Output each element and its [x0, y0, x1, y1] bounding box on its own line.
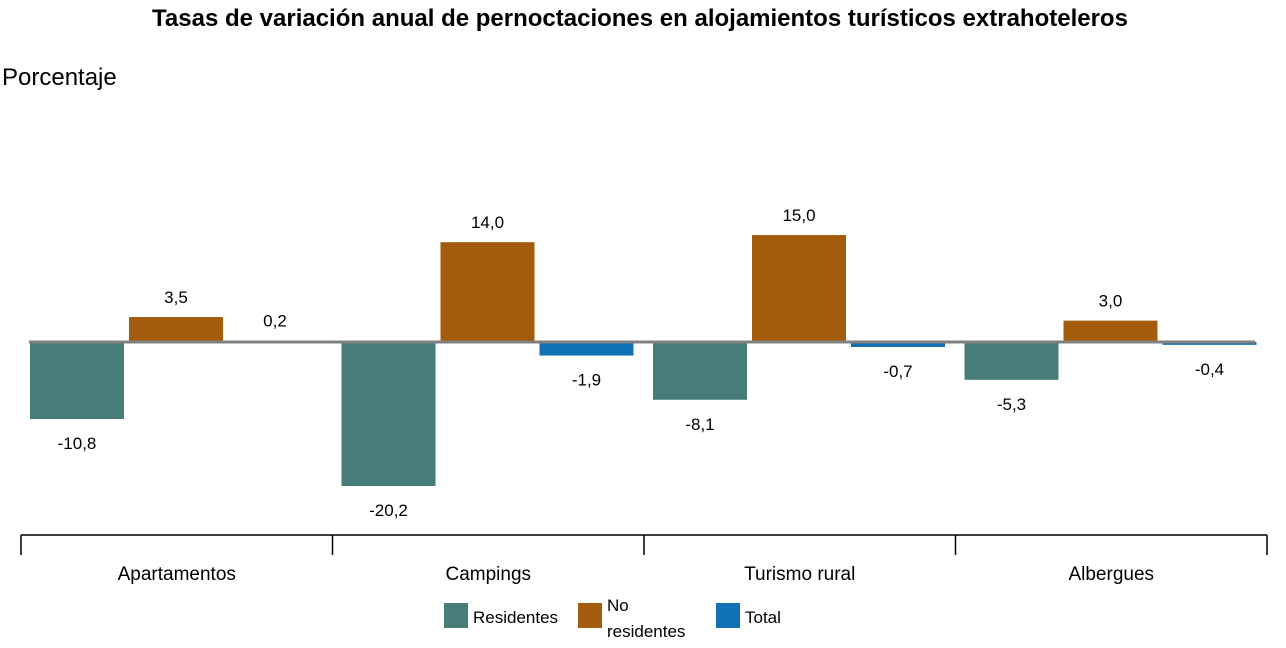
- bar-residentes-campings: [341, 342, 436, 487]
- legend: Residentes No residentes Total: [444, 596, 781, 641]
- legend-label-no-residentes: No residentes: [607, 596, 685, 641]
- chart-title: Tasas de variación anual de pernoctacion…: [152, 5, 1128, 32]
- value-label-no-residentes-albergues: 3,0: [1099, 292, 1123, 311]
- bar-residentes-turismo-rural: [653, 342, 747, 400]
- bar-no-residentes-albergues: [1063, 320, 1158, 342]
- bar-no-residentes-turismo-rural: [752, 235, 846, 342]
- legend-label-residentes: Residentes: [473, 608, 558, 627]
- bar-residentes-apartamentos: [30, 342, 124, 420]
- value-label-total-turismo-rural: -0,7: [883, 362, 912, 381]
- bars-layer: [30, 235, 1257, 487]
- bar-total-turismo-rural: [851, 342, 945, 347]
- legend-label-total: Total: [745, 608, 781, 627]
- legend-swatch-total: [716, 603, 740, 628]
- x-axis: Apartamentos Campings Turismo rural Albergu…: [20, 534, 1268, 585]
- value-label-no-residentes-apartamentos: 3,5: [164, 288, 188, 307]
- value-label-residentes-albergues: -5,3: [997, 395, 1026, 414]
- y-axis-label: Porcentaje: [2, 64, 117, 91]
- legend-swatch-no-residentes: [578, 603, 602, 628]
- bar-total-campings: [539, 342, 634, 356]
- category-label-apartamentos: Apartamentos: [118, 564, 236, 585]
- value-label-residentes-turismo-rural: -8,1: [685, 415, 714, 434]
- bar-no-residentes-apartamentos: [129, 317, 223, 342]
- category-label-albergues: Albergues: [1068, 564, 1154, 585]
- value-labels-layer: -10,8 3,5 0,2 -20,2 14,0 -1,9 -8,1 15,0 -0,7 -5,3…: [58, 206, 1225, 520]
- legend-swatch-residentes: [444, 603, 468, 628]
- value-label-residentes-campings: -20,2: [369, 501, 408, 520]
- value-label-total-albergues: -0,4: [1195, 360, 1224, 379]
- category-label-campings: Campings: [445, 564, 531, 585]
- value-label-no-residentes-turismo-rural: 15,0: [782, 206, 815, 225]
- value-label-no-residentes-campings: 14,0: [471, 213, 504, 232]
- bar-residentes-albergues: [964, 342, 1059, 380]
- value-label-total-apartamentos: 0,2: [263, 312, 287, 331]
- bar-no-residentes-campings: [440, 242, 535, 342]
- category-label-turismo-rural: Turismo rural: [744, 564, 855, 585]
- value-label-residentes-apartamentos: -10,8: [58, 434, 97, 453]
- value-label-total-campings: -1,9: [572, 371, 601, 390]
